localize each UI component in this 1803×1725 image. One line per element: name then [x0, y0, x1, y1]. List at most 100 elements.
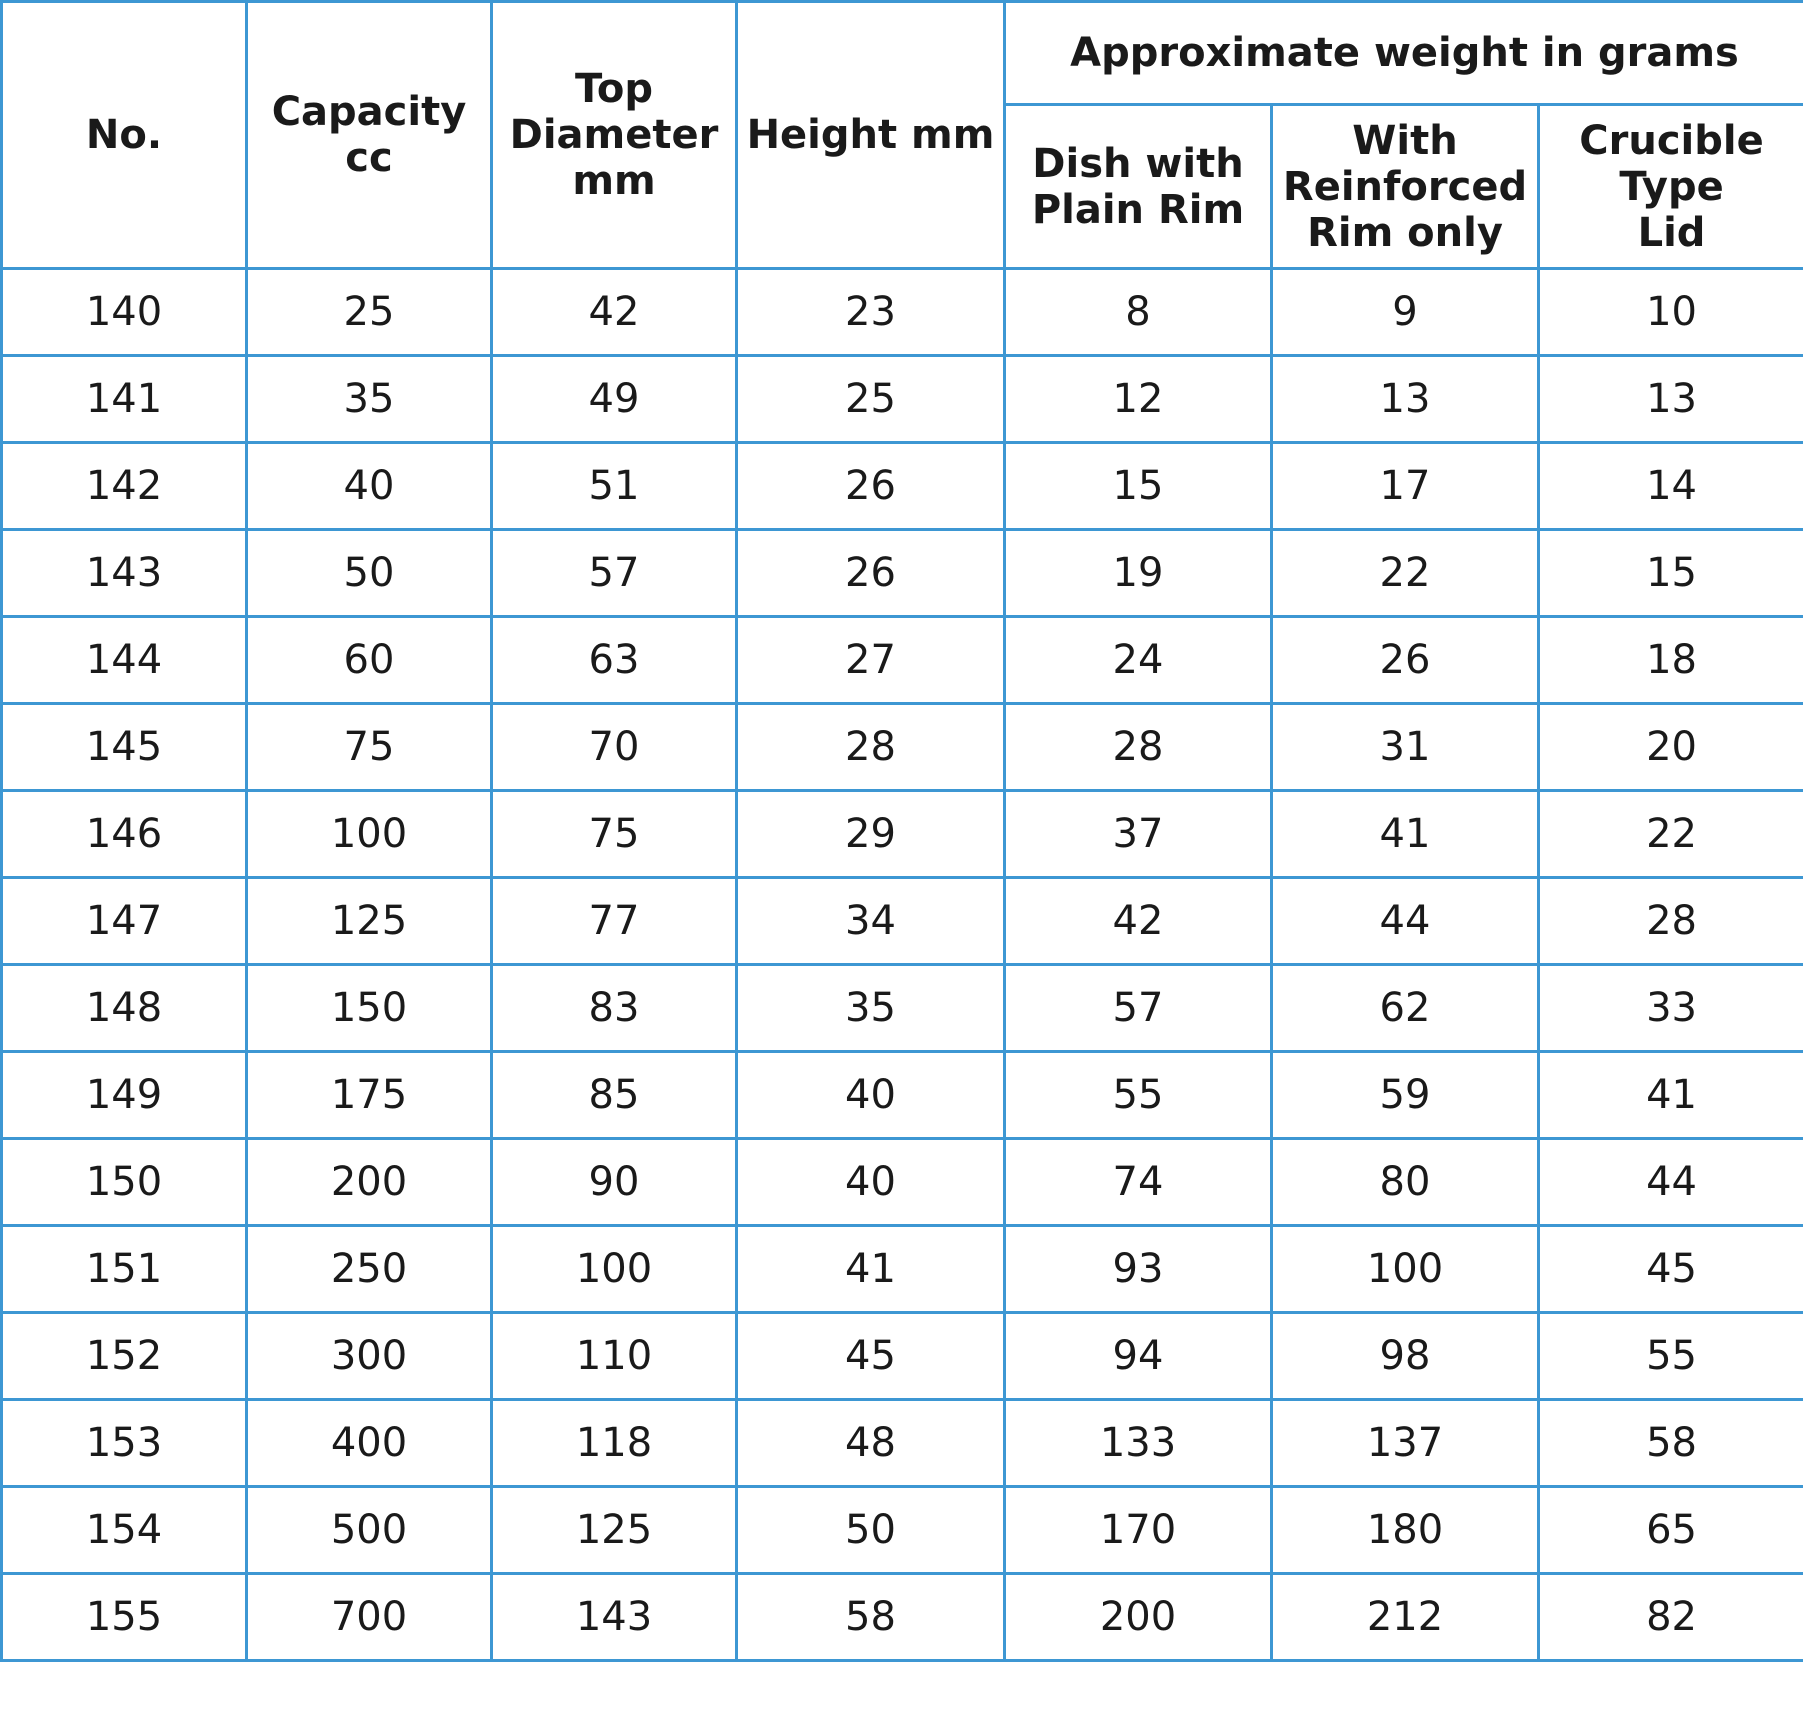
cell-top-diameter: 118	[490, 1398, 738, 1488]
cell-top-diameter: 75	[490, 789, 738, 879]
cell-capacity: 75	[245, 702, 493, 792]
header-row-sub: Dish with Plain Rim With Reinforced Rim …	[2, 103, 1803, 270]
cell-no: 144	[0, 615, 248, 705]
cell-crucible-lid: 22	[1536, 789, 1803, 879]
cell-crucible-lid: 65	[1536, 1485, 1803, 1575]
cell-reinforced-rim: 31	[1270, 702, 1540, 792]
cell-top-diameter: 90	[490, 1137, 738, 1227]
cell-capacity: 400	[245, 1398, 493, 1488]
table-row: 147 125 77 34 42 44 28	[0, 876, 1803, 966]
cell-reinforced-rim: 212	[1270, 1572, 1540, 1662]
cell-reinforced-rim: 98	[1270, 1311, 1540, 1401]
cell-height: 48	[735, 1398, 1006, 1488]
cell-capacity: 700	[245, 1572, 493, 1662]
table-row: 148 150 83 35 57 62 33	[0, 963, 1803, 1053]
cell-reinforced-rim: 22	[1270, 528, 1540, 618]
header-row-top: No. Capacity cc Top Diameter mm Height m…	[0, 0, 1803, 270]
cell-dish-plain-rim: 15	[1003, 441, 1273, 531]
cell-reinforced-rim: 26	[1270, 615, 1540, 705]
header-crucible-lid: Crucible Type Lid	[1536, 103, 1803, 270]
cell-crucible-lid: 41	[1536, 1050, 1803, 1140]
cell-crucible-lid: 33	[1536, 963, 1803, 1053]
cell-crucible-lid: 13	[1536, 354, 1803, 444]
table-row: 154 500 125 50 170 180 65	[0, 1485, 1803, 1575]
cell-height: 27	[735, 615, 1006, 705]
cell-capacity: 200	[245, 1137, 493, 1227]
cell-top-diameter: 77	[490, 876, 738, 966]
cell-no: 149	[0, 1050, 248, 1140]
cell-crucible-lid: 58	[1536, 1398, 1803, 1488]
cell-reinforced-rim: 137	[1270, 1398, 1540, 1488]
cell-no: 146	[0, 789, 248, 879]
cell-top-diameter: 57	[490, 528, 738, 618]
cell-dish-plain-rim: 133	[1003, 1398, 1273, 1488]
table-row: 150 200 90 40 74 80 44	[0, 1137, 1803, 1227]
table-body: 140 25 42 23 8 9 10 141 35 49 25 12 13 1…	[0, 267, 1803, 1662]
cell-top-diameter: 83	[490, 963, 738, 1053]
cell-dish-plain-rim: 170	[1003, 1485, 1273, 1575]
cell-top-diameter: 70	[490, 702, 738, 792]
cell-capacity: 40	[245, 441, 493, 531]
table-row: 146 100 75 29 37 41 22	[0, 789, 1803, 879]
cell-height: 41	[735, 1224, 1006, 1314]
cell-height: 23	[735, 267, 1006, 357]
cell-capacity: 35	[245, 354, 493, 444]
cell-dish-plain-rim: 200	[1003, 1572, 1273, 1662]
cell-no: 147	[0, 876, 248, 966]
cell-reinforced-rim: 41	[1270, 789, 1540, 879]
table-row: 142 40 51 26 15 17 14	[0, 441, 1803, 531]
cell-reinforced-rim: 59	[1270, 1050, 1540, 1140]
cell-crucible-lid: 28	[1536, 876, 1803, 966]
header-reinforced-rim: With Reinforced Rim only	[1270, 103, 1540, 270]
cell-capacity: 500	[245, 1485, 493, 1575]
table-header: No. Capacity cc Top Diameter mm Height m…	[0, 0, 1803, 270]
header-capacity: Capacity cc	[245, 0, 493, 270]
table-row: 155 700 143 58 200 212 82	[0, 1572, 1803, 1662]
cell-dish-plain-rim: 42	[1003, 876, 1273, 966]
cell-crucible-lid: 45	[1536, 1224, 1803, 1314]
cell-height: 45	[735, 1311, 1006, 1401]
cell-dish-plain-rim: 28	[1003, 702, 1273, 792]
dimensions-table: No. Capacity cc Top Diameter mm Height m…	[0, 0, 1803, 1662]
table-row: 152 300 110 45 94 98 55	[0, 1311, 1803, 1401]
cell-dish-plain-rim: 57	[1003, 963, 1273, 1053]
cell-dish-plain-rim: 8	[1003, 267, 1273, 357]
cell-crucible-lid: 55	[1536, 1311, 1803, 1401]
cell-crucible-lid: 44	[1536, 1137, 1803, 1227]
cell-capacity: 125	[245, 876, 493, 966]
header-dish-plain-rim: Dish with Plain Rim	[1003, 103, 1273, 270]
cell-height: 40	[735, 1050, 1006, 1140]
cell-capacity: 100	[245, 789, 493, 879]
header-approximate-weight: Approximate weight in grams	[1002, 0, 1803, 106]
cell-crucible-lid: 15	[1536, 528, 1803, 618]
cell-no: 153	[0, 1398, 248, 1488]
cell-dish-plain-rim: 37	[1003, 789, 1273, 879]
cell-top-diameter: 125	[490, 1485, 738, 1575]
cell-no: 151	[0, 1224, 248, 1314]
cell-capacity: 175	[245, 1050, 493, 1140]
cell-no: 143	[0, 528, 248, 618]
cell-reinforced-rim: 44	[1270, 876, 1540, 966]
cell-crucible-lid: 10	[1536, 267, 1803, 357]
cell-capacity: 150	[245, 963, 493, 1053]
table-row: 141 35 49 25 12 13 13	[0, 354, 1803, 444]
cell-no: 141	[0, 354, 248, 444]
cell-crucible-lid: 14	[1536, 441, 1803, 531]
table-row: 151 250 100 41 93 100 45	[0, 1224, 1803, 1314]
cell-height: 25	[735, 354, 1006, 444]
cell-dish-plain-rim: 74	[1003, 1137, 1273, 1227]
cell-dish-plain-rim: 19	[1003, 528, 1273, 618]
cell-height: 50	[735, 1485, 1006, 1575]
cell-reinforced-rim: 80	[1270, 1137, 1540, 1227]
cell-reinforced-rim: 13	[1270, 354, 1540, 444]
cell-capacity: 25	[245, 267, 493, 357]
cell-dish-plain-rim: 94	[1003, 1311, 1273, 1401]
cell-dish-plain-rim: 55	[1003, 1050, 1273, 1140]
cell-no: 145	[0, 702, 248, 792]
cell-no: 142	[0, 441, 248, 531]
cell-crucible-lid: 18	[1536, 615, 1803, 705]
table-row: 144 60 63 27 24 26 18	[0, 615, 1803, 705]
cell-reinforced-rim: 62	[1270, 963, 1540, 1053]
cell-top-diameter: 42	[490, 267, 738, 357]
cell-top-diameter: 110	[490, 1311, 738, 1401]
